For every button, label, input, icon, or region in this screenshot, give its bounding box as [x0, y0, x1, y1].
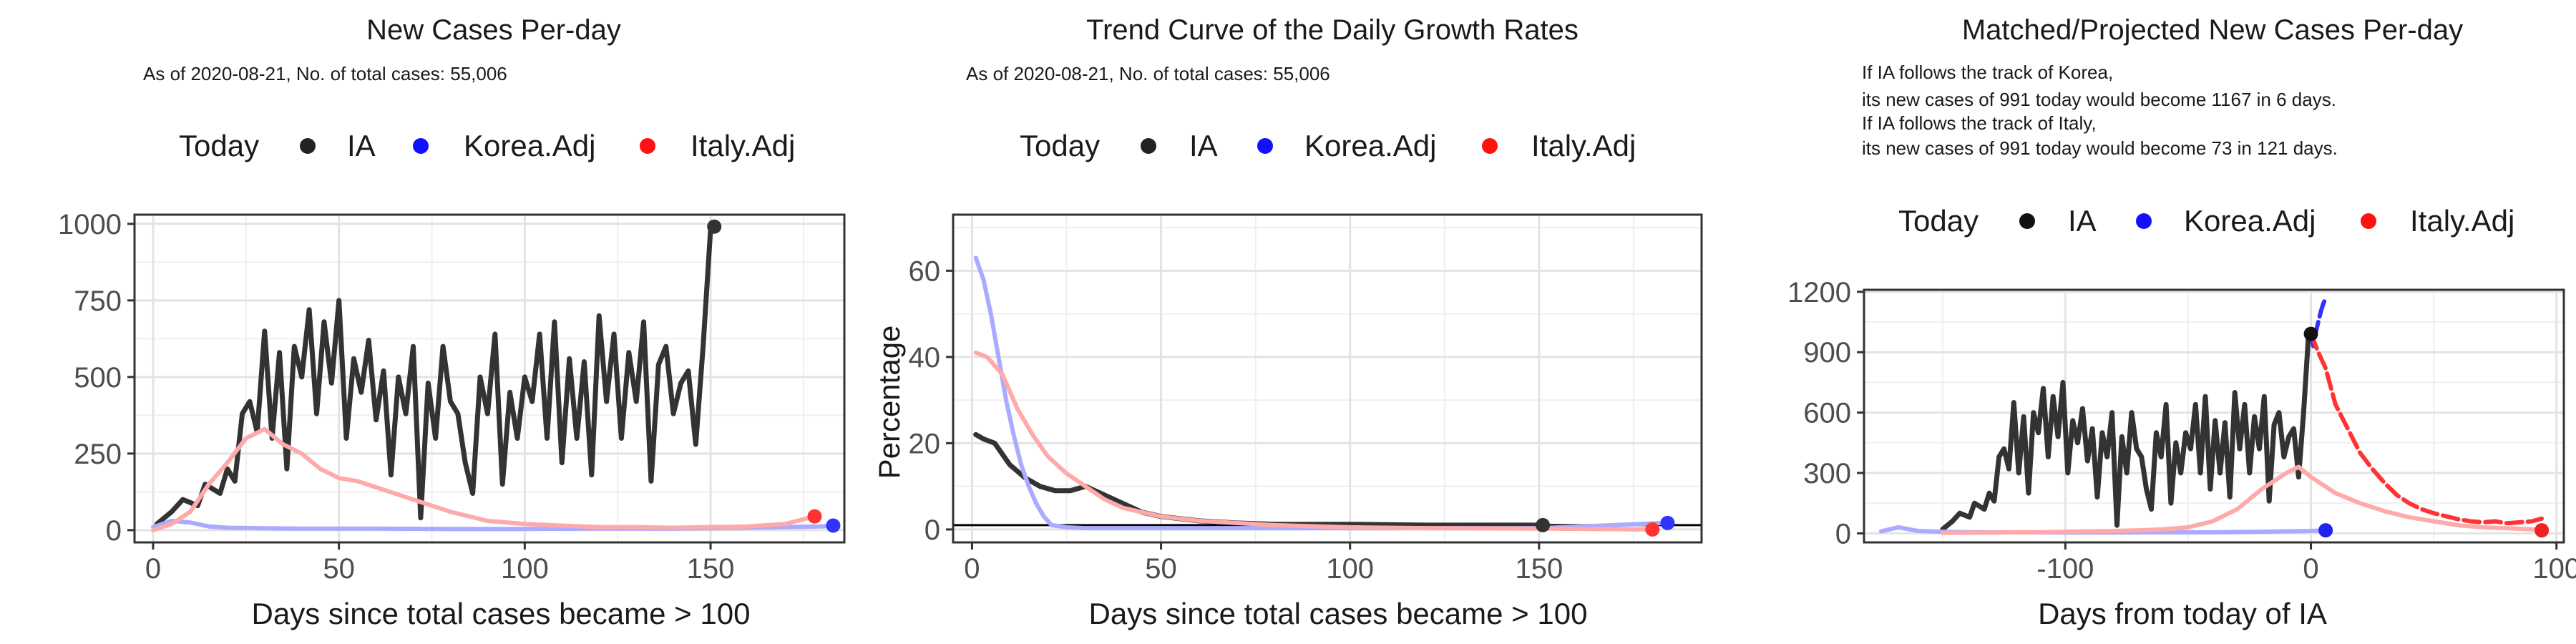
panel-growth-rates: Trend Curve of the Daily Growth Rates As… — [872, 14, 1703, 630]
panel-projected-cases: Matched/Projected New Cases Per-day If I… — [1787, 14, 2576, 630]
y-tick-label: 600 — [1803, 398, 1851, 429]
legend-label-italy: Italy.Adj — [691, 129, 795, 162]
x-tick-label: 0 — [145, 553, 161, 585]
y-tick-label: 1000 — [58, 209, 122, 240]
x-tick-label: 0 — [964, 553, 980, 585]
y-tick-label: 900 — [1803, 337, 1851, 369]
legend-marker-italy — [1482, 138, 1498, 154]
legend: Today IA Korea.Adj Italy.Adj — [179, 129, 795, 162]
legend-label-ia: IA — [347, 129, 376, 162]
y-tick-label: 250 — [74, 439, 122, 470]
legend-marker-korea — [413, 138, 429, 154]
y-tick-label: 0 — [924, 514, 940, 546]
legend-marker-italy — [2361, 213, 2376, 229]
legend-marker-ia — [300, 138, 316, 154]
legend-marker-korea — [1257, 138, 1273, 154]
plot-area — [952, 213, 1703, 544]
y-tick-label: 1200 — [1787, 277, 1851, 308]
chart-subtitle: As of 2020-08-21, No. of total cases: 55… — [966, 63, 1330, 84]
annotation-line: If IA follows the track of Italy, — [1862, 112, 2097, 134]
chart-subtitle: As of 2020-08-21, No. of total cases: 55… — [143, 63, 507, 84]
series-line-italy-adj — [973, 350, 1651, 532]
x-axis-title: Days from today of IA — [2038, 597, 2327, 630]
legend-label-ia: IA — [2068, 204, 2097, 238]
legend: Today IA Korea.Adj Italy.Adj — [1020, 129, 1636, 162]
x-tick-label: 100 — [1326, 553, 1374, 585]
legend-marker-ia — [1141, 138, 1156, 154]
today-point-ia — [707, 219, 722, 234]
x-tick-label: 150 — [687, 553, 735, 585]
y-axis-title: Percentage — [872, 326, 906, 479]
legend-marker-italy — [640, 138, 655, 154]
series-line-korea-adj — [2308, 296, 2328, 348]
x-axis-title: Days since total cases became > 100 — [252, 597, 751, 630]
today-point-italy-adj — [1645, 522, 1660, 537]
chart-title: New Cases Per-day — [366, 14, 621, 46]
y-tick-label: 0 — [106, 515, 122, 547]
x-tick-label: 150 — [1515, 553, 1563, 585]
plot-area — [1863, 288, 2565, 544]
annotation-line: its new cases of 991 today would become … — [1862, 89, 2336, 110]
annotation-line: its new cases of 991 today would become … — [1862, 137, 2338, 159]
y-tick-label: 60 — [909, 255, 941, 287]
chart-title: Matched/Projected New Cases Per-day — [1962, 14, 2463, 46]
plot-area — [133, 213, 846, 544]
today-point-italy-adj — [807, 509, 822, 524]
legend-marker-korea — [2136, 213, 2152, 229]
legend-label-italy: Italy.Adj — [1531, 129, 1636, 162]
x-tick-label: 50 — [1145, 553, 1177, 585]
x-tick-label: 100 — [501, 553, 549, 585]
legend-label-korea: Korea.Adj — [2184, 204, 2316, 238]
legend-marker-ia — [2019, 213, 2035, 229]
today-point-italy-adj — [2534, 523, 2550, 538]
projection-annotation: If IA follows the track of Korea, its ne… — [1862, 62, 2338, 159]
x-tick-label: -100 — [2036, 553, 2094, 585]
series-line-korea-adj — [973, 255, 1667, 531]
legend-label-ia: IA — [1189, 129, 1218, 162]
panel-new-cases: New Cases Per-day As of 2020-08-21, No. … — [58, 14, 846, 630]
panel-border — [1863, 288, 2565, 544]
legend-title: Today — [179, 129, 259, 162]
legend-label-italy: Italy.Adj — [2410, 204, 2514, 238]
y-tick-label: 750 — [74, 286, 122, 317]
y-tick-label: 500 — [74, 362, 122, 394]
x-tick-label: 0 — [2303, 553, 2318, 585]
y-tick-label: 40 — [909, 342, 941, 374]
series-line-ia — [1940, 331, 2313, 532]
legend-label-korea: Korea.Adj — [464, 129, 595, 162]
today-point-ia — [1536, 517, 1551, 532]
legend: Today IA Korea.Adj Italy.Adj — [1898, 204, 2514, 238]
plot-background — [1864, 290, 2564, 542]
today-point-korea-adj — [2318, 523, 2333, 538]
x-tick-label: 100 — [2532, 553, 2576, 585]
panel-border — [133, 213, 846, 544]
y-tick-label: 0 — [1835, 518, 1851, 550]
today-point-ia — [2303, 326, 2318, 341]
series-line-italy-adj — [151, 426, 817, 532]
legend-label-korea: Korea.Adj — [1304, 129, 1436, 162]
panel-border — [952, 213, 1703, 544]
series-line-italy-adj — [1940, 464, 2545, 535]
series-line-ia — [154, 224, 717, 527]
plot-background — [953, 215, 1702, 542]
x-tick-label: 50 — [323, 553, 355, 585]
legend-title: Today — [1898, 204, 1979, 238]
today-point-korea-adj — [1660, 515, 1675, 530]
y-tick-label: 20 — [909, 428, 941, 459]
x-axis-title: Days since total cases became > 100 — [1089, 597, 1588, 630]
series-line-italy-adj — [2308, 331, 2545, 526]
annotation-line: If IA follows the track of Korea, — [1862, 62, 2113, 83]
chart-title: Trend Curve of the Daily Growth Rates — [1086, 14, 1579, 46]
legend-title: Today — [1020, 129, 1100, 162]
series-line-ia — [973, 431, 1546, 528]
y-tick-label: 300 — [1803, 458, 1851, 489]
today-point-korea-adj — [826, 518, 841, 533]
